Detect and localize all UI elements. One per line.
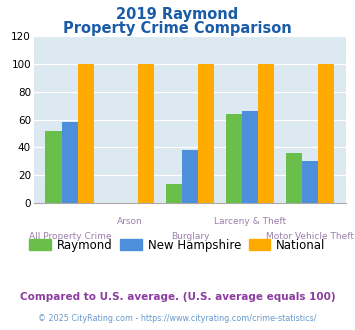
Bar (226, 114, 242, 203)
Bar (45, 131, 62, 203)
Bar (78, 64, 94, 203)
Bar (138, 64, 154, 203)
Text: 2019 Raymond: 2019 Raymond (116, 7, 239, 22)
Bar (286, 153, 302, 203)
Legend: Raymond, New Hampshire, National: Raymond, New Hampshire, National (24, 234, 331, 256)
Bar (242, 111, 258, 203)
Text: Property Crime Comparison: Property Crime Comparison (63, 21, 292, 36)
Text: © 2025 CityRating.com - https://www.cityrating.com/crime-statistics/: © 2025 CityRating.com - https://www.city… (38, 314, 317, 323)
Bar (62, 122, 78, 203)
Text: Motor Vehicle Theft: Motor Vehicle Theft (266, 232, 354, 241)
Bar (302, 161, 318, 203)
Bar (318, 64, 334, 203)
Text: Arson: Arson (117, 217, 143, 226)
Bar (198, 64, 214, 203)
Bar (182, 150, 198, 203)
Text: Compared to U.S. average. (U.S. average equals 100): Compared to U.S. average. (U.S. average … (20, 292, 335, 302)
Text: Larceny & Theft: Larceny & Theft (214, 217, 286, 226)
Text: All Property Crime: All Property Crime (28, 232, 111, 241)
Text: Burglary: Burglary (171, 232, 209, 241)
Bar (258, 64, 274, 203)
Bar (165, 183, 182, 203)
